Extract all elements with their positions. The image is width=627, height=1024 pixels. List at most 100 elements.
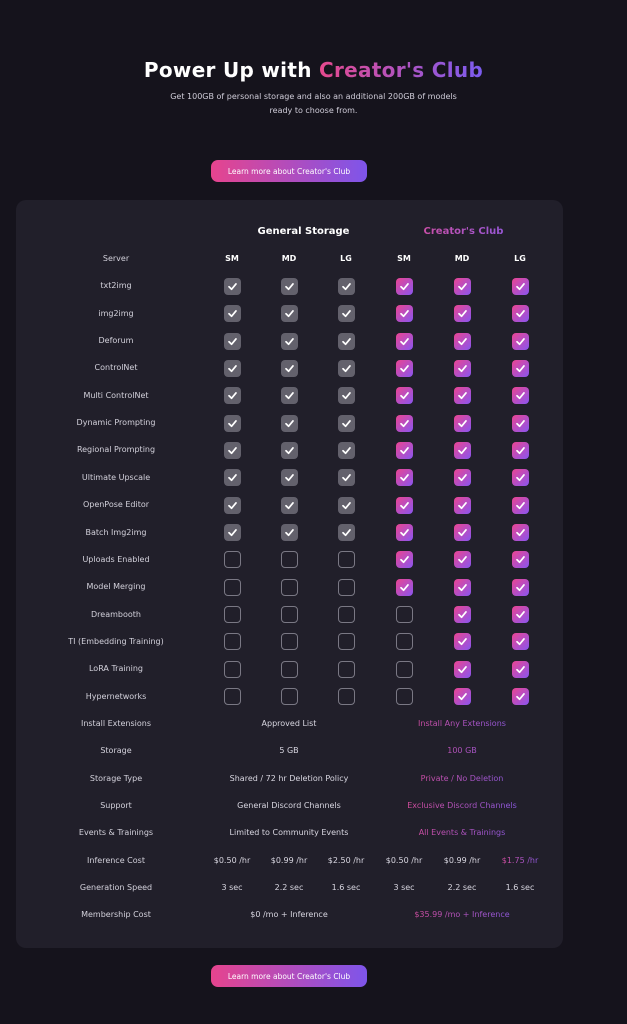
checkbox-checked[interactable] [337,387,355,405]
checkbox-checked[interactable] [395,277,413,295]
checkbox-checked[interactable] [511,332,529,350]
checkbox-unchecked[interactable] [223,606,241,624]
checkbox-unchecked[interactable] [395,606,413,624]
checkbox-unchecked[interactable] [280,660,298,678]
checkbox-checked[interactable] [280,524,298,541]
checkbox-checked[interactable] [395,469,413,487]
checkbox-checked[interactable] [223,414,241,432]
checkbox-checked[interactable] [453,441,471,459]
learn-more-button-top[interactable]: Learn more about Creator's Club [211,160,367,182]
checkbox-checked[interactable] [511,387,529,405]
checkbox-checked[interactable] [511,496,529,514]
checkbox-unchecked[interactable] [223,578,241,596]
checkbox-checked[interactable] [280,441,298,459]
checkbox-checked[interactable] [337,277,355,295]
checkbox-checked[interactable] [453,387,471,405]
checkbox-checked[interactable] [395,387,413,405]
checkbox-checked[interactable] [395,332,413,350]
checkbox-checked[interactable] [337,441,355,459]
learn-more-button-bottom[interactable]: Learn more about Creator's Club [211,965,367,987]
checkbox-checked[interactable] [395,414,413,432]
checkbox-checked[interactable] [453,496,471,514]
checkbox-unchecked[interactable] [280,633,298,651]
checkbox-checked[interactable] [337,332,355,350]
checkbox-checked[interactable] [337,524,355,541]
checkbox-checked[interactable] [280,414,298,432]
checkbox-unchecked[interactable] [280,578,298,596]
checkbox-checked[interactable] [223,524,241,541]
checkbox-checked[interactable] [453,606,471,624]
checkbox-unchecked[interactable] [280,688,298,706]
checkbox-checked[interactable] [223,496,241,514]
checkbox-unchecked[interactable] [337,606,355,624]
checkbox-unchecked[interactable] [223,688,241,706]
checkbox-unchecked[interactable] [337,551,355,569]
checkbox-checked[interactable] [511,524,529,541]
checkbox-checked[interactable] [280,277,298,295]
checkbox-checked[interactable] [453,660,471,678]
checkbox-checked[interactable] [223,359,241,377]
checkbox-checked[interactable] [511,578,529,596]
checkbox-checked[interactable] [280,359,298,377]
check-icon [284,529,294,537]
checkbox-checked[interactable] [511,688,529,706]
checkbox-unchecked[interactable] [395,633,413,651]
checkbox-checked[interactable] [453,359,471,377]
checkbox-checked[interactable] [280,305,298,323]
checkbox-checked[interactable] [337,305,355,323]
checkbox-checked[interactable] [337,414,355,432]
checkbox-checked[interactable] [395,496,413,514]
checkbox-checked[interactable] [511,606,529,624]
checkbox-unchecked[interactable] [337,633,355,651]
checkbox-checked[interactable] [511,305,529,323]
checkbox-checked[interactable] [453,633,471,651]
checkbox-unchecked[interactable] [223,551,241,569]
checkbox-checked[interactable] [453,332,471,350]
checkbox-unchecked[interactable] [223,660,241,678]
checkbox-unchecked[interactable] [280,551,298,569]
checkbox-checked[interactable] [453,578,471,596]
check-icon [284,392,294,400]
checkbox-unchecked[interactable] [280,606,298,624]
checkbox-checked[interactable] [337,496,355,514]
checkbox-checked[interactable] [453,551,471,569]
checkbox-checked[interactable] [453,524,471,541]
checkbox-checked[interactable] [453,277,471,295]
checkbox-checked[interactable] [395,359,413,377]
checkbox-checked[interactable] [223,441,241,459]
checkbox-checked[interactable] [337,359,355,377]
checkbox-checked[interactable] [280,469,298,487]
checkbox-checked[interactable] [453,688,471,706]
checkbox-unchecked[interactable] [337,688,355,706]
checkbox-checked[interactable] [223,332,241,350]
checkbox-checked[interactable] [453,414,471,432]
checkbox-checked[interactable] [280,332,298,350]
checkbox-checked[interactable] [337,469,355,487]
checkbox-checked[interactable] [223,305,241,323]
checkbox-unchecked[interactable] [337,578,355,596]
checkbox-checked[interactable] [223,387,241,405]
checkbox-checked[interactable] [395,441,413,459]
checkbox-checked[interactable] [223,469,241,487]
checkbox-checked[interactable] [511,277,529,295]
checkbox-checked[interactable] [395,524,413,541]
checkbox-checked[interactable] [453,305,471,323]
checkbox-checked[interactable] [511,633,529,651]
checkbox-unchecked[interactable] [337,660,355,678]
checkbox-checked[interactable] [280,387,298,405]
checkbox-unchecked[interactable] [223,633,241,651]
checkbox-checked[interactable] [453,469,471,487]
checkbox-checked[interactable] [511,359,529,377]
checkbox-checked[interactable] [280,496,298,514]
checkbox-checked[interactable] [511,660,529,678]
checkbox-checked[interactable] [511,551,529,569]
checkbox-checked[interactable] [223,277,241,295]
checkbox-checked[interactable] [395,578,413,596]
checkbox-checked[interactable] [511,469,529,487]
checkbox-unchecked[interactable] [395,688,413,706]
checkbox-unchecked[interactable] [395,660,413,678]
checkbox-checked[interactable] [395,551,413,569]
checkbox-checked[interactable] [511,414,529,432]
checkbox-checked[interactable] [395,305,413,323]
checkbox-checked[interactable] [511,441,529,459]
